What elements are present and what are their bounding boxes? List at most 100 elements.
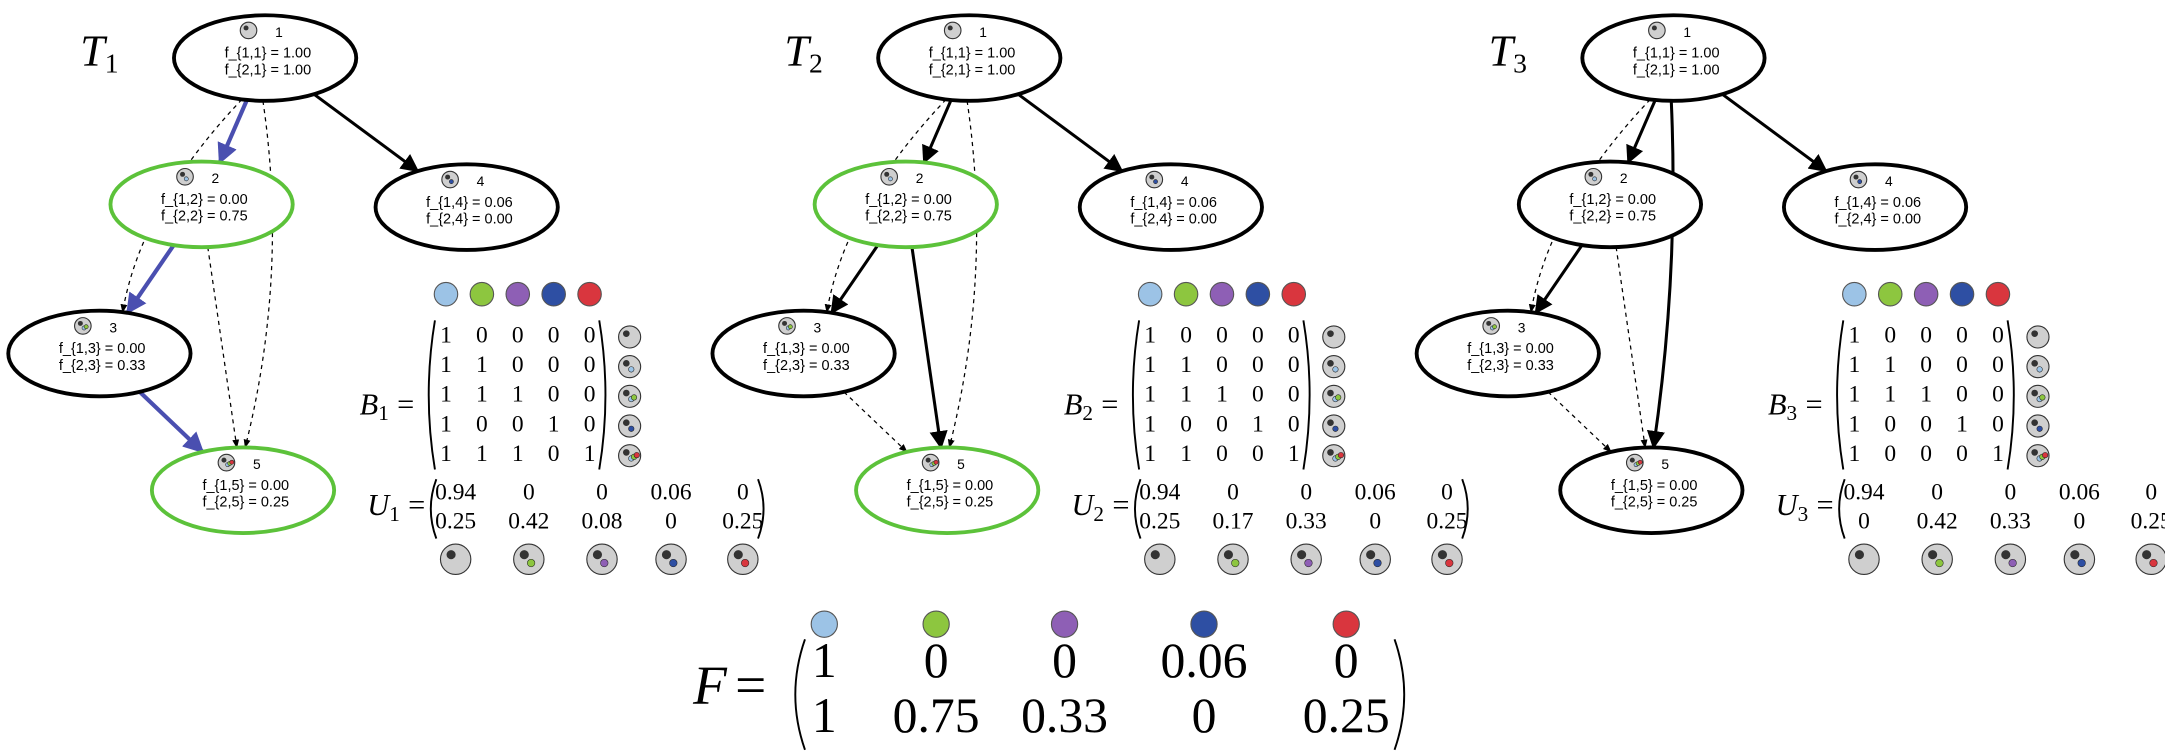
- clone-dot: [1374, 559, 1382, 567]
- matrix-entry: 0: [1931, 480, 1943, 506]
- matrix-symbol: B: [360, 387, 379, 421]
- clone-icon: [656, 544, 686, 574]
- matrix-entry: 0: [512, 322, 524, 348]
- matrix-entry: 1: [440, 382, 452, 408]
- matrix-entry: 0: [1288, 352, 1300, 378]
- clone-dot: [623, 360, 630, 367]
- clone-icon: [779, 318, 796, 335]
- matrix-entry: 1: [1180, 352, 1192, 378]
- tree-title: T2: [784, 26, 822, 78]
- clone-dot: [244, 25, 249, 30]
- clone-dot: [2142, 550, 2151, 559]
- clone-dot: [449, 180, 453, 184]
- clone-icon: [944, 22, 961, 39]
- matrix-symbol: U: [1776, 488, 1800, 522]
- node-frequency: f_{1,3} = 0.00: [59, 341, 146, 357]
- clone-color: [434, 282, 457, 305]
- clone-dot: [1327, 330, 1334, 337]
- matrix-entry: 1: [1180, 382, 1192, 408]
- matrix-entry: 0: [584, 352, 596, 378]
- matrix-entry: 0.06: [1161, 633, 1248, 688]
- matrix-subscript: 2: [1082, 401, 1093, 425]
- clone-dot: [1858, 180, 1862, 184]
- node-id: 4: [1885, 174, 1893, 189]
- clone-dot: [1327, 360, 1334, 367]
- clone-dot: [782, 321, 787, 326]
- matrix-entry: 0: [1300, 480, 1312, 506]
- matrix-entry: 1: [1180, 441, 1192, 467]
- clone-dot: [2150, 559, 2158, 567]
- clone-dot: [2009, 559, 2017, 567]
- clone-dot: [520, 550, 529, 559]
- clone-dot: [662, 550, 671, 559]
- tree-edge: [140, 392, 203, 452]
- matrix-entry: 0: [1992, 352, 2004, 378]
- clone-dot: [884, 172, 889, 177]
- clone-dot: [2037, 426, 2043, 432]
- clone-color: [1914, 282, 1937, 305]
- matrix-entry: 1: [1252, 411, 1264, 437]
- node-id: 5: [957, 457, 965, 472]
- matrix-entry: 1: [1848, 411, 1860, 437]
- node-frequency: f_{1,1} = 1.00: [1633, 46, 1720, 62]
- matrix-subscript: 2: [1093, 502, 1104, 526]
- node-frequency: f_{2,3} = 0.33: [763, 358, 850, 374]
- matrix-entry: 1: [1848, 382, 1860, 408]
- clone-dot: [1588, 172, 1593, 177]
- clone-dot: [230, 460, 234, 464]
- node-frequency: f_{1,3} = 0.00: [1467, 341, 1554, 357]
- clone-dot: [670, 559, 678, 567]
- clone-icon: [440, 544, 470, 574]
- matrix-entry: 0: [1192, 688, 1217, 743]
- tree-edge: [949, 101, 976, 448]
- node-frequency: f_{1,5} = 0.00: [907, 478, 994, 494]
- matrix-entry: 1: [1144, 441, 1156, 467]
- matrix-entry: 0.06: [1355, 480, 1396, 506]
- node-frequency: f_{2,3} = 0.33: [1467, 358, 1554, 374]
- node-frequency: f_{1,1} = 1.00: [225, 46, 312, 62]
- matrix-entry: 0: [512, 352, 524, 378]
- matrix-entry: 0: [1920, 352, 1932, 378]
- clone-dot: [1438, 550, 1447, 559]
- matrix-entry: 0: [1858, 509, 1870, 535]
- node-frequency: f_{2,1} = 1.00: [1633, 62, 1720, 78]
- matrix-entry: 0: [1252, 441, 1264, 467]
- tree-edge: [832, 245, 878, 313]
- clone-dot: [1224, 550, 1233, 559]
- matrix-entry: 1: [548, 411, 560, 437]
- clone-dot: [926, 458, 931, 463]
- matrix-entry: 0.06: [2059, 480, 2100, 506]
- clone-icon: [619, 385, 641, 407]
- clone-dot: [623, 390, 630, 397]
- clone-icon: [1649, 22, 1666, 39]
- matrix-symbol: U: [1071, 488, 1095, 522]
- tree-edge: [924, 100, 951, 162]
- tree-edge: [1654, 101, 1674, 448]
- clone-dot: [2031, 449, 2038, 456]
- matrix-entry: 0: [548, 382, 560, 408]
- tree-edge: [1018, 94, 1122, 171]
- tree-title: T3: [1489, 26, 1527, 78]
- node-frequency: f_{2,1} = 1.00: [225, 62, 312, 78]
- tree-edge: [208, 247, 237, 447]
- node-frequency: f_{2,1} = 1.00: [929, 62, 1016, 78]
- matrix-entry: 1: [1216, 382, 1228, 408]
- node-id: 5: [1661, 457, 1669, 472]
- clone-dot: [445, 175, 450, 180]
- clone-icon: [1218, 544, 1248, 574]
- tree-edge: [1616, 247, 1645, 447]
- matrix-entry: 0.42: [1917, 509, 1958, 535]
- matrix-entry: 0: [1252, 382, 1264, 408]
- node-id: 4: [1181, 174, 1189, 189]
- matrix-entry: 0: [2145, 480, 2157, 506]
- matrix-entry: 0: [548, 322, 560, 348]
- clone-dot: [593, 550, 602, 559]
- equals-sign: =: [735, 654, 766, 715]
- paren: [2008, 320, 2014, 469]
- clone-icon: [1323, 326, 1345, 348]
- matrix-entry: 0.75: [893, 688, 980, 743]
- matrix-entry: 0.25: [1139, 509, 1180, 535]
- matrix-entry: 0: [1956, 382, 1968, 408]
- clone-icon: [1849, 544, 1879, 574]
- clone-dot: [629, 426, 635, 432]
